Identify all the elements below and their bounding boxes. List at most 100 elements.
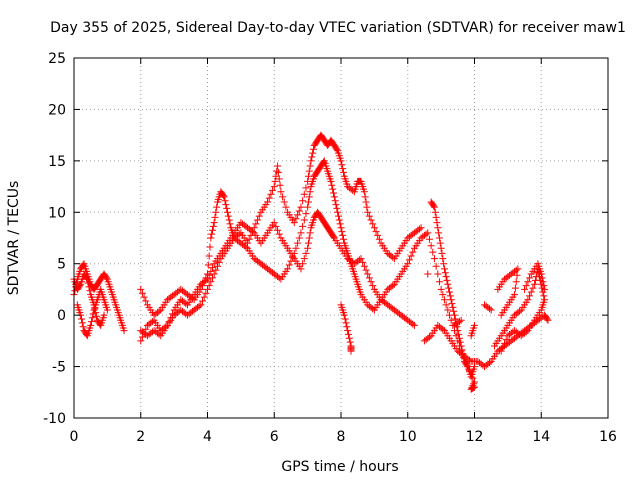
data-point [309, 149, 317, 157]
data-point [467, 332, 475, 340]
data-point [367, 216, 375, 224]
data-point [372, 228, 380, 236]
data-point [329, 233, 337, 241]
data-point [212, 208, 220, 216]
data-point [304, 198, 312, 206]
data-point [370, 224, 378, 232]
data-point [481, 301, 489, 309]
data-point [434, 270, 442, 278]
data-point [441, 269, 449, 277]
data-point [512, 278, 520, 286]
data-point [454, 337, 462, 345]
grid [74, 58, 608, 418]
data-point [299, 260, 307, 268]
series-track-c [70, 208, 418, 355]
data-point [279, 193, 287, 201]
data-point [543, 315, 551, 323]
data-point [85, 283, 93, 291]
y-tick-label: 5 [57, 257, 66, 273]
x-tick-label: 10 [399, 429, 417, 445]
data-point [277, 188, 285, 196]
data-point [447, 316, 455, 324]
data-point [90, 301, 98, 309]
data-point [165, 318, 173, 326]
data-point [469, 384, 477, 392]
data-point [340, 235, 348, 243]
data-point [226, 220, 234, 228]
data-point [339, 165, 347, 173]
data-point [137, 337, 145, 345]
data-point [302, 210, 310, 218]
data-point [273, 167, 281, 175]
data-point [529, 284, 537, 292]
data-point [267, 190, 275, 198]
data-point [138, 333, 146, 341]
data-point [367, 278, 375, 286]
data-point [336, 220, 344, 228]
data-point [465, 356, 473, 364]
data-point [305, 234, 313, 242]
data-point [88, 314, 96, 322]
data-point [344, 327, 352, 335]
data-point [539, 278, 547, 286]
data-point [275, 274, 283, 282]
data-point [137, 285, 145, 293]
data-point [224, 212, 232, 220]
data-point [434, 224, 442, 232]
data-point [497, 311, 505, 319]
data-point [470, 384, 478, 392]
data-point [374, 231, 382, 239]
data-point [524, 296, 532, 304]
data-point [415, 225, 423, 233]
data-point [430, 255, 438, 263]
data-point [361, 193, 369, 201]
data-point [294, 239, 302, 247]
data-point [389, 282, 397, 290]
data-point [138, 289, 146, 297]
data-point [541, 285, 549, 293]
data-point [340, 311, 348, 319]
data-point [333, 145, 341, 153]
data-point [220, 193, 228, 201]
data-point [308, 153, 316, 161]
data-point [435, 234, 443, 242]
data-point [92, 309, 100, 317]
data-point [435, 278, 443, 286]
data-point [340, 168, 348, 176]
data-point [205, 252, 213, 260]
series-track-a [70, 131, 478, 381]
data-point [204, 261, 212, 269]
data-point [538, 274, 546, 282]
data-point [404, 260, 412, 268]
data-point [438, 249, 446, 257]
data-point [527, 288, 535, 296]
data-point [439, 255, 447, 263]
data-point [333, 204, 341, 212]
data-point [306, 229, 314, 237]
data-point [345, 334, 353, 342]
data-point [195, 302, 203, 310]
data-point [307, 157, 315, 165]
data-point [424, 229, 432, 237]
data-point [445, 288, 453, 296]
data-point [276, 181, 284, 189]
data-point [501, 339, 509, 347]
data-point [197, 301, 205, 309]
data-point [504, 332, 512, 340]
data-point [337, 157, 345, 165]
data-point [271, 177, 279, 185]
data-point [467, 370, 475, 378]
data-point [327, 177, 335, 185]
y-tick-label: -10 [43, 411, 66, 427]
data-point [297, 265, 305, 273]
data-point [100, 311, 108, 319]
data-point [79, 323, 87, 331]
data-point [91, 305, 99, 313]
series-track-b [73, 157, 478, 393]
data-point [521, 285, 529, 293]
data-point [440, 260, 448, 268]
chart-title: Day 355 of 2025, Sidereal Day-to-day VTE… [50, 20, 626, 36]
data-point [427, 242, 435, 250]
data-point [375, 235, 383, 243]
